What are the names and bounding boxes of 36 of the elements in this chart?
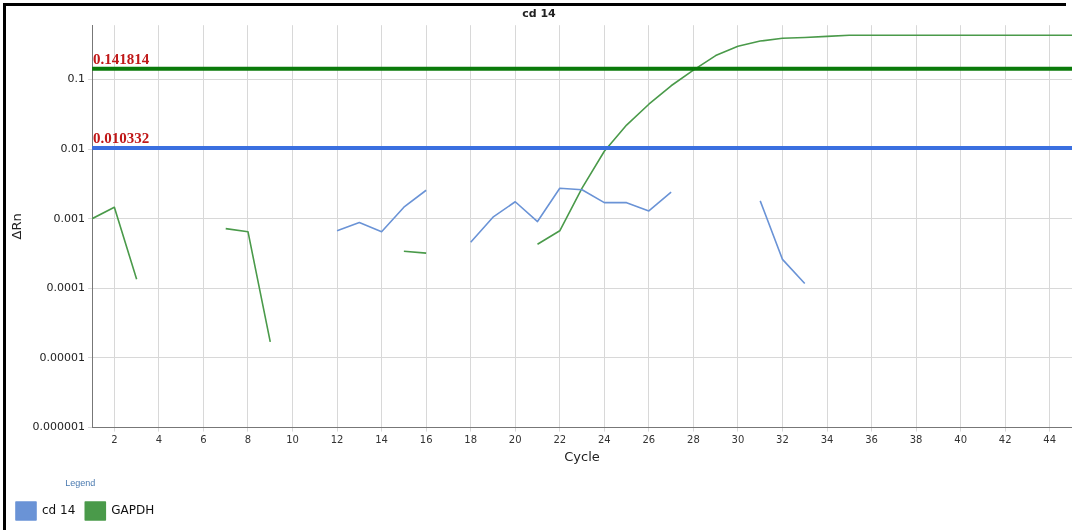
x-tick-label: 18 xyxy=(464,434,478,446)
x-tick-label: 44 xyxy=(1043,434,1057,446)
y-tick-label: 0.0001 xyxy=(46,281,86,295)
x-tick-label: 34 xyxy=(820,434,834,446)
x-tick-label: 28 xyxy=(687,434,700,446)
x-tick-label: 24 xyxy=(597,434,611,446)
y-tick-label: 0.000001 xyxy=(32,420,86,434)
x-tick-label: 6 xyxy=(200,434,207,446)
y-tick-label: 0.00001 xyxy=(39,350,86,364)
x-axis-title: Cycle xyxy=(564,448,600,464)
x-tick-label: 8 xyxy=(244,434,252,446)
x-tick-label: 32 xyxy=(776,434,789,446)
y-axis-title: ΔRn xyxy=(9,213,25,240)
x-tick-label: 2 xyxy=(111,434,118,446)
ref-line-label: 0.141814 xyxy=(93,51,150,68)
y-tick-label: 0.01 xyxy=(60,141,86,155)
legend-title: Legend xyxy=(65,478,96,489)
x-tick-label: 42 xyxy=(998,434,1012,446)
x-tick-label: 26 xyxy=(642,434,656,446)
x-tick-label: 40 xyxy=(954,434,968,446)
x-tick-label: 12 xyxy=(330,434,344,446)
x-tick-label: 20 xyxy=(508,434,522,446)
x-tick-label: 30 xyxy=(731,434,745,446)
x-tick-label: 38 xyxy=(909,434,923,446)
legend-label: GAPDH xyxy=(111,503,155,518)
x-tick-label: 14 xyxy=(375,434,388,446)
x-tick-label: 22 xyxy=(553,434,567,446)
x-tick-label: 36 xyxy=(865,434,878,446)
ref-line-label: 0.010332 xyxy=(93,130,150,147)
x-tick-label: 16 xyxy=(419,434,433,446)
legend-label: cd 14 xyxy=(42,503,76,518)
chart-title: cd 14 xyxy=(522,7,557,21)
y-tick-label: 0.1 xyxy=(67,72,86,86)
x-tick-label: 4 xyxy=(155,434,163,446)
y-tick-label: 0.001 xyxy=(53,211,86,225)
x-tick-label: 10 xyxy=(286,434,299,446)
